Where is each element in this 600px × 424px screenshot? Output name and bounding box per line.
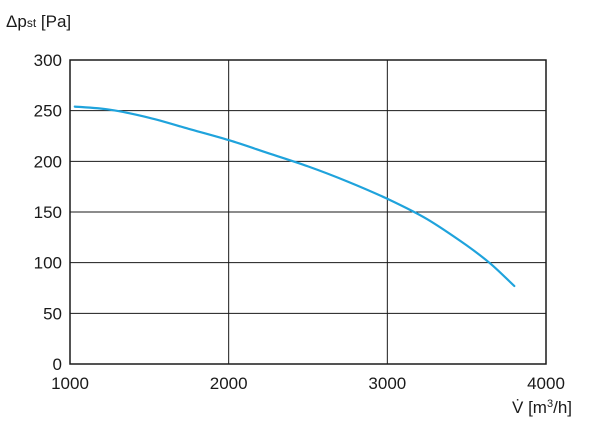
x-axis-label-main: V̇ bbox=[512, 398, 524, 417]
x-axis-label-unit-sup: 3 bbox=[547, 398, 553, 410]
y-tick-label: 100 bbox=[34, 254, 62, 273]
x-axis-label-unit-suffix: /h] bbox=[553, 398, 572, 417]
y-tick-label: 250 bbox=[34, 102, 62, 121]
x-tick-label: 2000 bbox=[210, 374, 248, 393]
y-tick-label: 200 bbox=[34, 152, 62, 171]
y-tick-labels: 0 50 100 150 200 250 300 bbox=[34, 51, 62, 374]
y-axis-label-unit: [Pa] bbox=[36, 12, 71, 31]
y-axis-label-main: Δp bbox=[6, 12, 27, 31]
y-axis-label: Δpst [Pa] bbox=[6, 12, 71, 31]
x-axis-label-unit-prefix: [m bbox=[523, 398, 547, 417]
series-layer bbox=[73, 105, 516, 288]
x-tick-label: 4000 bbox=[527, 374, 565, 393]
y-tick-label: 0 bbox=[53, 355, 62, 374]
y-tick-label: 150 bbox=[34, 203, 62, 222]
x-tick-label: 3000 bbox=[368, 374, 406, 393]
x-axis-label: V̇ [m3/h] bbox=[512, 398, 572, 417]
y-axis-label-sub: st bbox=[27, 16, 37, 30]
y-tick-label: 300 bbox=[34, 51, 62, 70]
grid bbox=[70, 60, 546, 364]
y-tick-label: 50 bbox=[43, 304, 62, 323]
series-line bbox=[73, 105, 516, 288]
x-tick-labels: 1000 2000 3000 4000 bbox=[51, 374, 565, 393]
plot-frame bbox=[69, 59, 547, 365]
x-tick-label: 1000 bbox=[51, 374, 89, 393]
